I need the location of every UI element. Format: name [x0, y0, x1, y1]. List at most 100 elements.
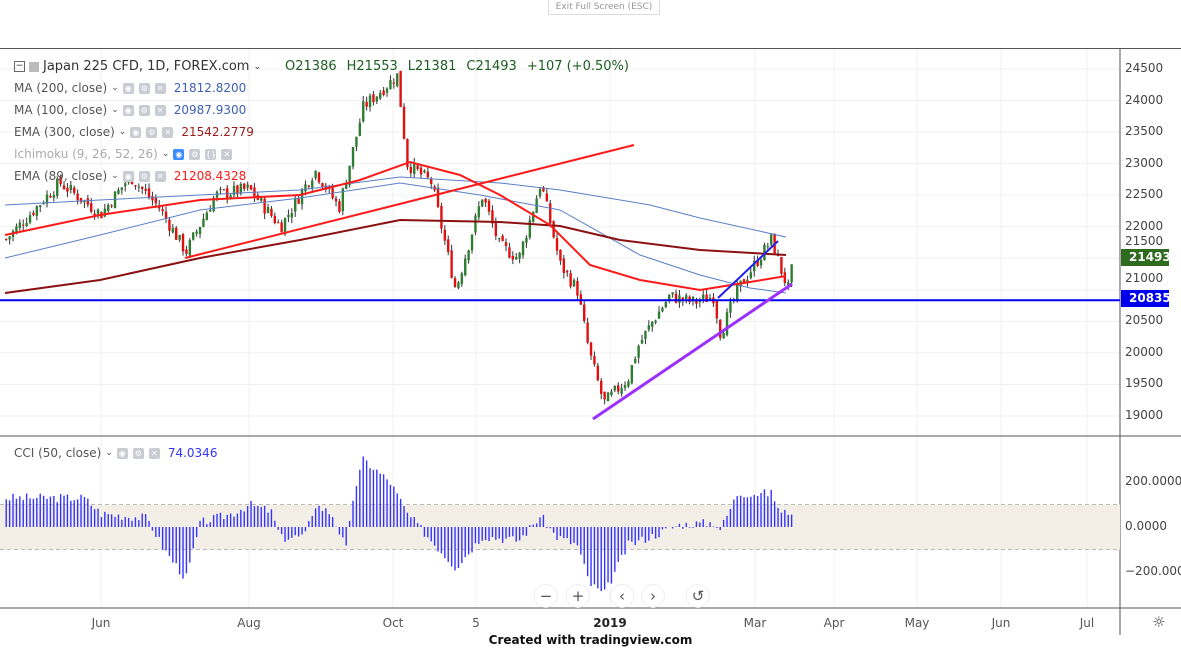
close-icon[interactable]: ✕	[154, 104, 166, 116]
candle-body	[746, 279, 749, 283]
scroll-right-button[interactable]: ›	[641, 584, 665, 608]
visibility-icon[interactable]: ◉	[122, 82, 134, 94]
gear-icon[interactable]: ⚙	[138, 170, 150, 182]
blue-trendline	[717, 240, 779, 299]
candle-body	[219, 188, 222, 190]
zoom-in-button[interactable]: +	[566, 584, 590, 608]
candle-body	[358, 122, 362, 136]
candle-body	[287, 214, 290, 218]
candle-body	[212, 197, 215, 212]
candle-body	[385, 88, 389, 93]
gear-icon[interactable]: ⚙	[138, 104, 150, 116]
candle-body	[477, 206, 481, 218]
time-tick-label: Apr	[823, 616, 845, 630]
visibility-icon[interactable]: ◉	[122, 104, 134, 116]
cci-value: 74.0346	[167, 446, 218, 460]
candle-body	[15, 226, 18, 234]
collapse-icon[interactable]: −	[14, 61, 25, 72]
visibility-icon[interactable]: ◉	[173, 148, 185, 160]
candle-body	[232, 185, 236, 195]
candle-body	[555, 237, 559, 251]
close-icon[interactable]: ✕	[154, 170, 166, 182]
candle-body	[494, 221, 498, 237]
chevron-down-icon[interactable]: ⌄	[161, 149, 170, 159]
chevron-down-icon[interactable]: ⌄	[111, 171, 119, 181]
source-code-icon[interactable]: {}	[205, 148, 217, 160]
candle-body	[263, 198, 266, 214]
candle-body	[623, 385, 627, 388]
indicator-name[interactable]: Ichimoku (9, 26, 52, 26)	[14, 147, 158, 161]
zoom-out-button[interactable]: −	[534, 584, 558, 608]
reset-chart-button[interactable]: ↺	[686, 584, 710, 608]
indicator-value: 21542.2779	[181, 125, 254, 139]
time-tick-label: Jun	[991, 616, 1011, 630]
visibility-icon[interactable]: ◉	[122, 170, 134, 182]
close-icon[interactable]: ✕	[148, 447, 160, 459]
candle-body	[246, 184, 249, 188]
flag-icon	[29, 61, 39, 72]
candle-body	[277, 222, 280, 224]
visibility-icon[interactable]: ◉	[130, 126, 142, 138]
candle-body	[440, 205, 443, 229]
gear-icon[interactable]: ⚙	[138, 82, 150, 94]
settings-icon[interactable]: ☼	[1152, 613, 1166, 631]
gear-icon[interactable]: ⚙	[189, 148, 201, 160]
chevron-down-icon[interactable]: ⌄	[111, 105, 119, 115]
symbol-title[interactable]: Japan 225 CFD, 1D, FOREX.com	[43, 59, 250, 74]
candle-body	[304, 184, 307, 192]
price-tick-label: 23500	[1125, 124, 1164, 139]
indicator-name[interactable]: MA (100, close)	[14, 103, 108, 117]
exit-fullscreen-button[interactable]: Exit Full Screen (ESC)	[548, 0, 660, 15]
candle-body	[474, 215, 477, 233]
candle-body	[161, 209, 164, 212]
ohlc-close: C21493	[466, 59, 517, 74]
close-icon[interactable]: ✕	[154, 82, 166, 94]
candle-body	[630, 365, 634, 384]
candle-body	[151, 196, 154, 201]
time-tick-label: 2019	[593, 616, 627, 630]
chevron-down-icon[interactable]: ⌄	[105, 448, 113, 458]
candle-body	[515, 256, 518, 260]
purple-trendline	[592, 282, 793, 421]
candle-body	[722, 333, 725, 339]
chevron-down-icon[interactable]: ⌄	[118, 127, 127, 137]
candle-body	[654, 320, 657, 323]
candle-body	[668, 294, 671, 300]
chevron-down-icon[interactable]: ⌄	[111, 83, 119, 93]
candle-body	[637, 345, 640, 358]
candle-body	[209, 210, 212, 212]
indicator-name[interactable]: EMA (89, close)	[14, 169, 108, 183]
candle-body	[379, 92, 382, 99]
candle-body	[39, 205, 42, 207]
candle-body	[396, 73, 399, 87]
candle-body	[355, 136, 358, 147]
cci-tick-label: 200.0000	[1125, 474, 1181, 488]
visibility-icon[interactable]: ◉	[116, 447, 128, 459]
chevron-down-icon[interactable]: ⌄	[253, 61, 262, 72]
candle-body	[351, 146, 355, 167]
gear-icon[interactable]: ⚙	[132, 447, 144, 459]
gear-icon[interactable]: ⚙	[146, 126, 158, 138]
candle-body	[348, 165, 351, 185]
indicator-name[interactable]: EMA (300, close)	[14, 125, 115, 139]
close-icon[interactable]: ✕	[162, 126, 174, 138]
candle-body	[698, 300, 702, 303]
candle-body	[657, 311, 661, 319]
indicator-name[interactable]: MA (200, close)	[14, 81, 108, 95]
candle-body	[566, 270, 569, 273]
candle-body	[457, 282, 460, 289]
candle-body	[42, 203, 45, 205]
close-icon[interactable]: ✕	[221, 148, 233, 160]
candle-body	[453, 278, 457, 287]
price-tick-label: 19000	[1125, 407, 1164, 422]
cci-tick-label: 0.0000	[1125, 519, 1167, 533]
candle-body	[86, 198, 90, 205]
candle-body	[321, 183, 324, 188]
cci-name[interactable]: CCI (50, close)	[14, 446, 102, 460]
candle-body	[664, 302, 668, 308]
last-price-tag: 21493	[1121, 249, 1171, 266]
scroll-left-button[interactable]: ‹	[610, 584, 634, 608]
candle-body	[600, 380, 603, 394]
candle-body	[634, 358, 637, 363]
